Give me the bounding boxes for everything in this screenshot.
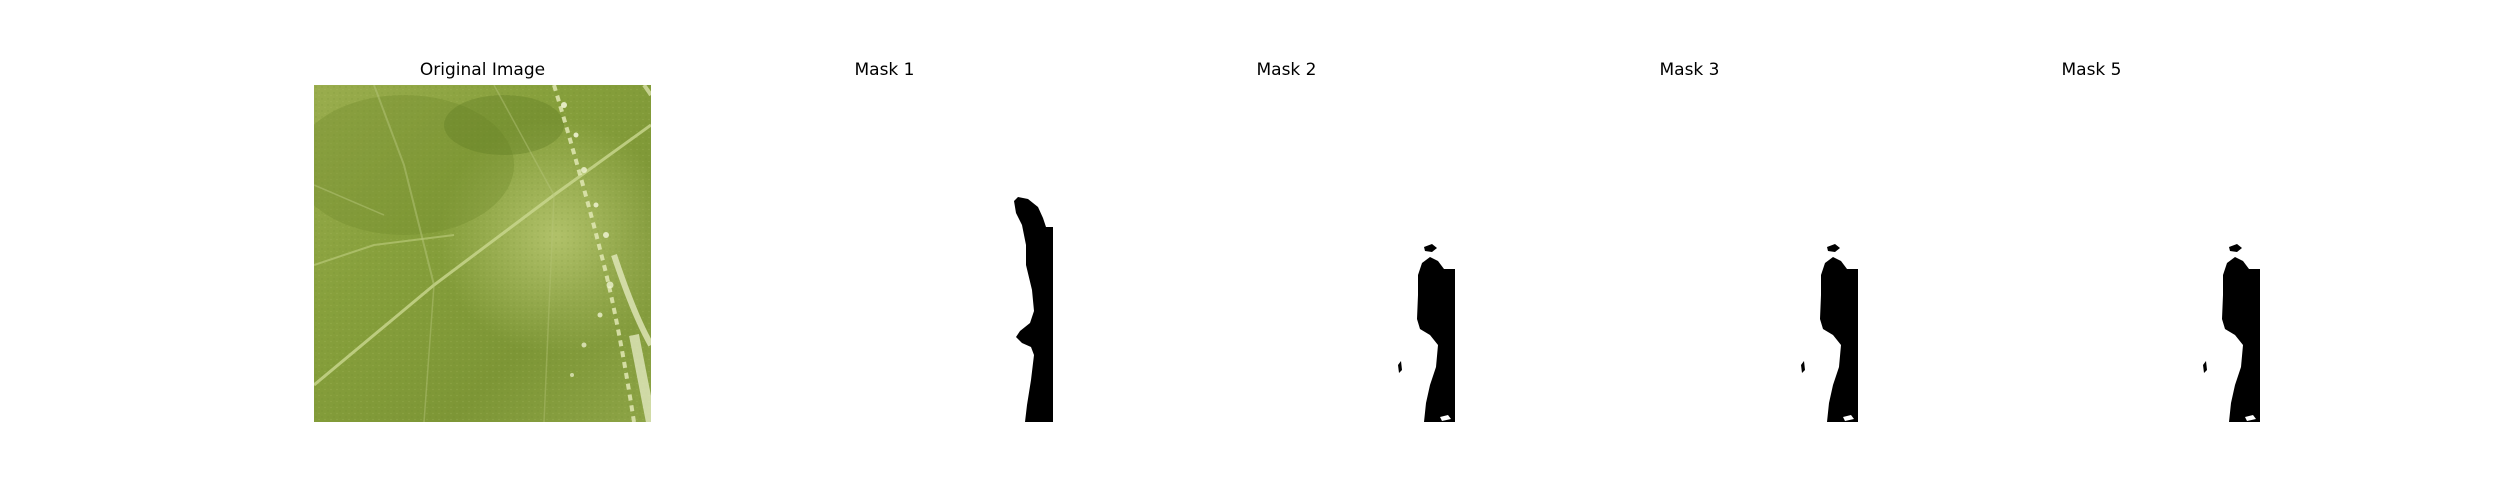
mask-2-panel xyxy=(1118,85,1455,422)
leaf-photo xyxy=(314,85,651,422)
mask-5-image xyxy=(1923,85,2260,422)
panel-title-mask-2: Mask 2 xyxy=(1256,60,1317,80)
mask-3-panel xyxy=(1521,85,1858,422)
mask-3-image xyxy=(1521,85,1858,422)
mask-5-panel xyxy=(1923,85,2260,422)
panel-title-mask-1: Mask 1 xyxy=(854,60,915,80)
panel-title-mask-5: Mask 5 xyxy=(2061,60,2122,80)
original-image-panel xyxy=(314,85,651,422)
mask-1-panel xyxy=(716,85,1053,422)
panel-title-mask-3: Mask 3 xyxy=(1659,60,1720,80)
mask-1-image xyxy=(716,85,1053,422)
mask-2-image xyxy=(1118,85,1455,422)
panel-title-original: Original Image xyxy=(419,60,546,80)
